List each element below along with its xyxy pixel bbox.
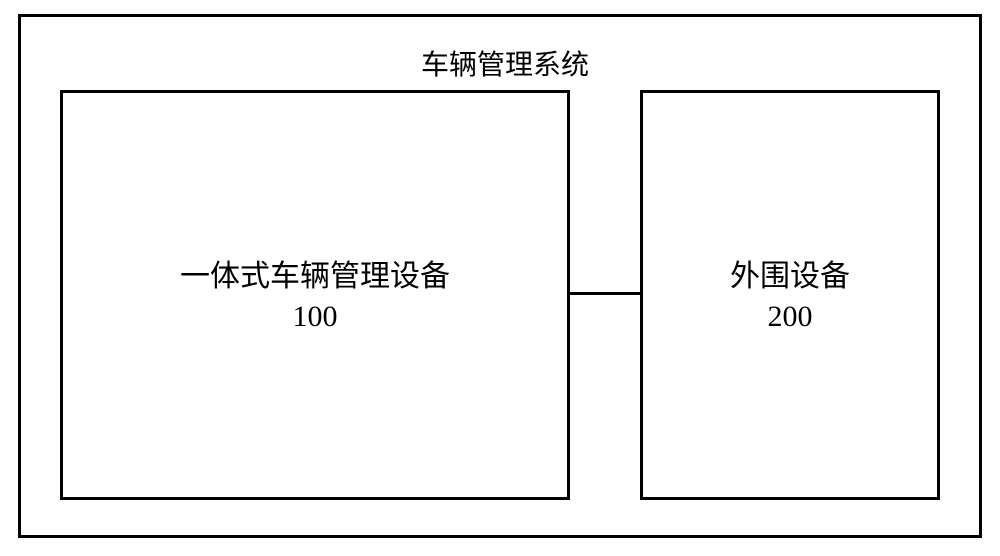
box-peripheral-device: 外围设备 200 [640, 90, 940, 500]
box-label-peripheral: 外围设备 [730, 256, 850, 298]
box-label-integrated: 一体式车辆管理设备 [180, 256, 450, 298]
box-number-200: 200 [768, 300, 813, 334]
box-integrated-device: 一体式车辆管理设备 100 [60, 90, 570, 500]
system-title: 车辆管理系统 [421, 43, 589, 83]
connector-line [570, 292, 640, 295]
box-number-100: 100 [293, 300, 338, 334]
